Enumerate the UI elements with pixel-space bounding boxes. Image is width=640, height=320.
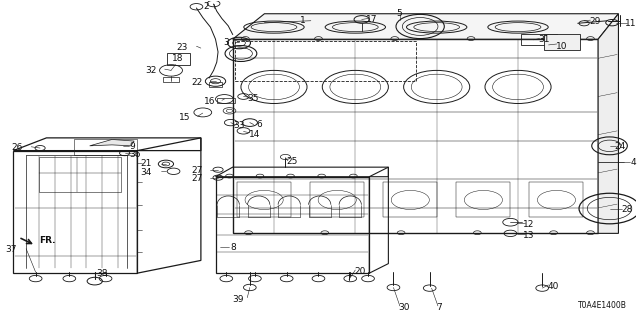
Text: 29: 29 bbox=[589, 17, 600, 26]
Text: 24: 24 bbox=[614, 142, 626, 151]
Text: 23: 23 bbox=[177, 43, 188, 52]
Text: 12: 12 bbox=[523, 220, 534, 229]
Polygon shape bbox=[233, 14, 618, 39]
Text: 14: 14 bbox=[248, 130, 260, 139]
Text: 17: 17 bbox=[366, 15, 378, 24]
Text: 5: 5 bbox=[397, 9, 403, 18]
Text: 18: 18 bbox=[172, 54, 184, 63]
Text: 31: 31 bbox=[538, 35, 550, 44]
Text: 38: 38 bbox=[96, 269, 108, 278]
Text: 27: 27 bbox=[191, 166, 203, 175]
Text: 28: 28 bbox=[621, 205, 632, 214]
Text: FR.: FR. bbox=[39, 236, 55, 245]
Text: 10: 10 bbox=[556, 42, 567, 51]
Text: 11: 11 bbox=[625, 20, 637, 28]
Text: 26: 26 bbox=[12, 143, 23, 152]
Bar bbox=[235, 41, 416, 81]
Polygon shape bbox=[544, 35, 580, 50]
Text: 15: 15 bbox=[179, 113, 190, 122]
Polygon shape bbox=[598, 14, 618, 233]
Text: 30: 30 bbox=[399, 303, 410, 312]
Text: 25: 25 bbox=[287, 157, 298, 166]
Text: 37: 37 bbox=[5, 245, 17, 254]
Text: 7: 7 bbox=[436, 303, 442, 312]
Text: 4: 4 bbox=[630, 158, 636, 167]
Text: 8: 8 bbox=[231, 243, 237, 252]
Text: 32: 32 bbox=[145, 66, 156, 75]
Text: 20: 20 bbox=[354, 267, 365, 276]
Text: 40: 40 bbox=[547, 282, 559, 291]
Text: 6: 6 bbox=[257, 120, 262, 129]
Text: 36: 36 bbox=[130, 150, 141, 159]
Text: 27: 27 bbox=[191, 174, 203, 183]
Text: 35: 35 bbox=[247, 93, 259, 103]
Text: 21: 21 bbox=[141, 159, 152, 168]
Text: 13: 13 bbox=[523, 231, 534, 240]
Text: 34: 34 bbox=[141, 168, 152, 177]
Text: T0A4E1400B: T0A4E1400B bbox=[578, 301, 627, 310]
Text: 33: 33 bbox=[234, 121, 245, 130]
Polygon shape bbox=[90, 140, 134, 146]
Text: 39: 39 bbox=[232, 295, 243, 304]
Text: 16: 16 bbox=[204, 97, 216, 106]
Text: 3: 3 bbox=[224, 38, 230, 47]
Text: 22: 22 bbox=[191, 78, 203, 87]
Text: 9: 9 bbox=[130, 142, 136, 151]
Text: 1: 1 bbox=[300, 16, 306, 25]
Text: 2: 2 bbox=[203, 2, 209, 11]
